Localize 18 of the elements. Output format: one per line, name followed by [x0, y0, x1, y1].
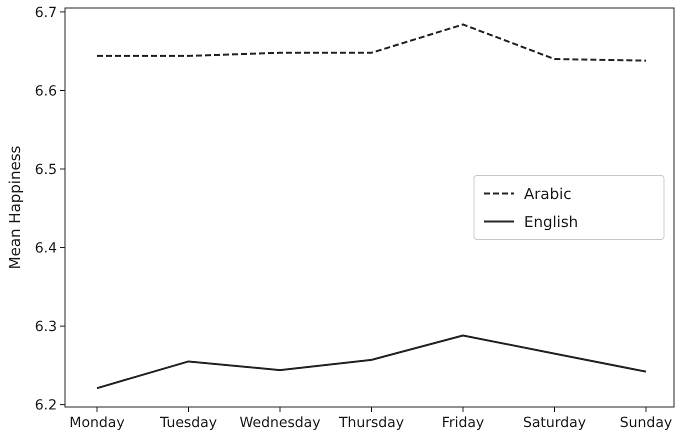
x-tick-label: Wednesday — [239, 415, 321, 431]
x-tick-label: Friday — [442, 415, 484, 431]
y-tick-label: 6.2 — [34, 398, 57, 414]
y-tick-label: 6.7 — [34, 4, 57, 21]
x-tick-label: Saturday — [522, 415, 586, 431]
line-series — [96, 334, 647, 390]
x-tick-label: Thursday — [338, 415, 404, 431]
y-tick-label: 6.5 — [34, 162, 57, 178]
y-tick-label: 6.6 — [34, 83, 58, 100]
line-series — [96, 23, 647, 62]
x-tick-label: Tuesday — [159, 415, 217, 431]
x-tick-label: Sunday — [620, 415, 672, 431]
y-tick-label: 6.4 — [34, 240, 58, 256]
legend-label: Arabic — [524, 184, 572, 203]
legend-label: English — [524, 212, 578, 231]
x-tick-label: Monday — [69, 415, 125, 431]
y-tick-label: 6.3 — [34, 319, 57, 335]
y-axis-title: Mean Happiness — [6, 145, 24, 270]
